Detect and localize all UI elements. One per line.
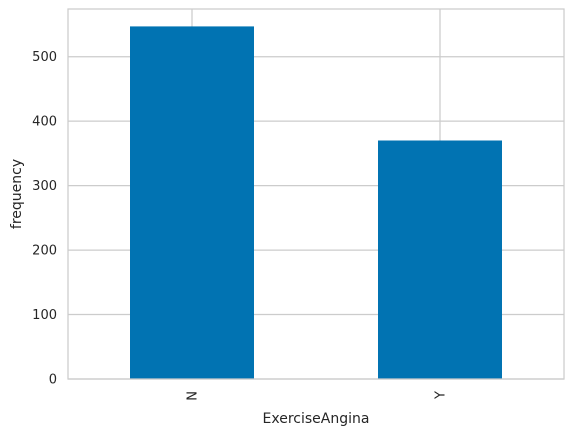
y-tick-label: 0 bbox=[49, 373, 57, 388]
x-tick-label: Y bbox=[434, 391, 449, 400]
y-tick-label: 100 bbox=[32, 308, 57, 323]
x-tick-label: N bbox=[186, 391, 201, 401]
y-tick-labels: 0 100 200 300 400 500 bbox=[32, 50, 57, 387]
y-tick-label: 400 bbox=[32, 115, 57, 130]
bars bbox=[130, 26, 502, 380]
bar-Y bbox=[378, 140, 502, 379]
y-tick-label: 300 bbox=[32, 179, 57, 194]
bar-N bbox=[130, 26, 254, 380]
axes-frame bbox=[67, 8, 565, 380]
y-tick-label: 200 bbox=[32, 244, 57, 259]
y-tick-label: 500 bbox=[32, 50, 57, 65]
y-axis-label: frequency bbox=[9, 159, 25, 229]
x-axis-label: ExerciseAngina bbox=[263, 411, 370, 427]
